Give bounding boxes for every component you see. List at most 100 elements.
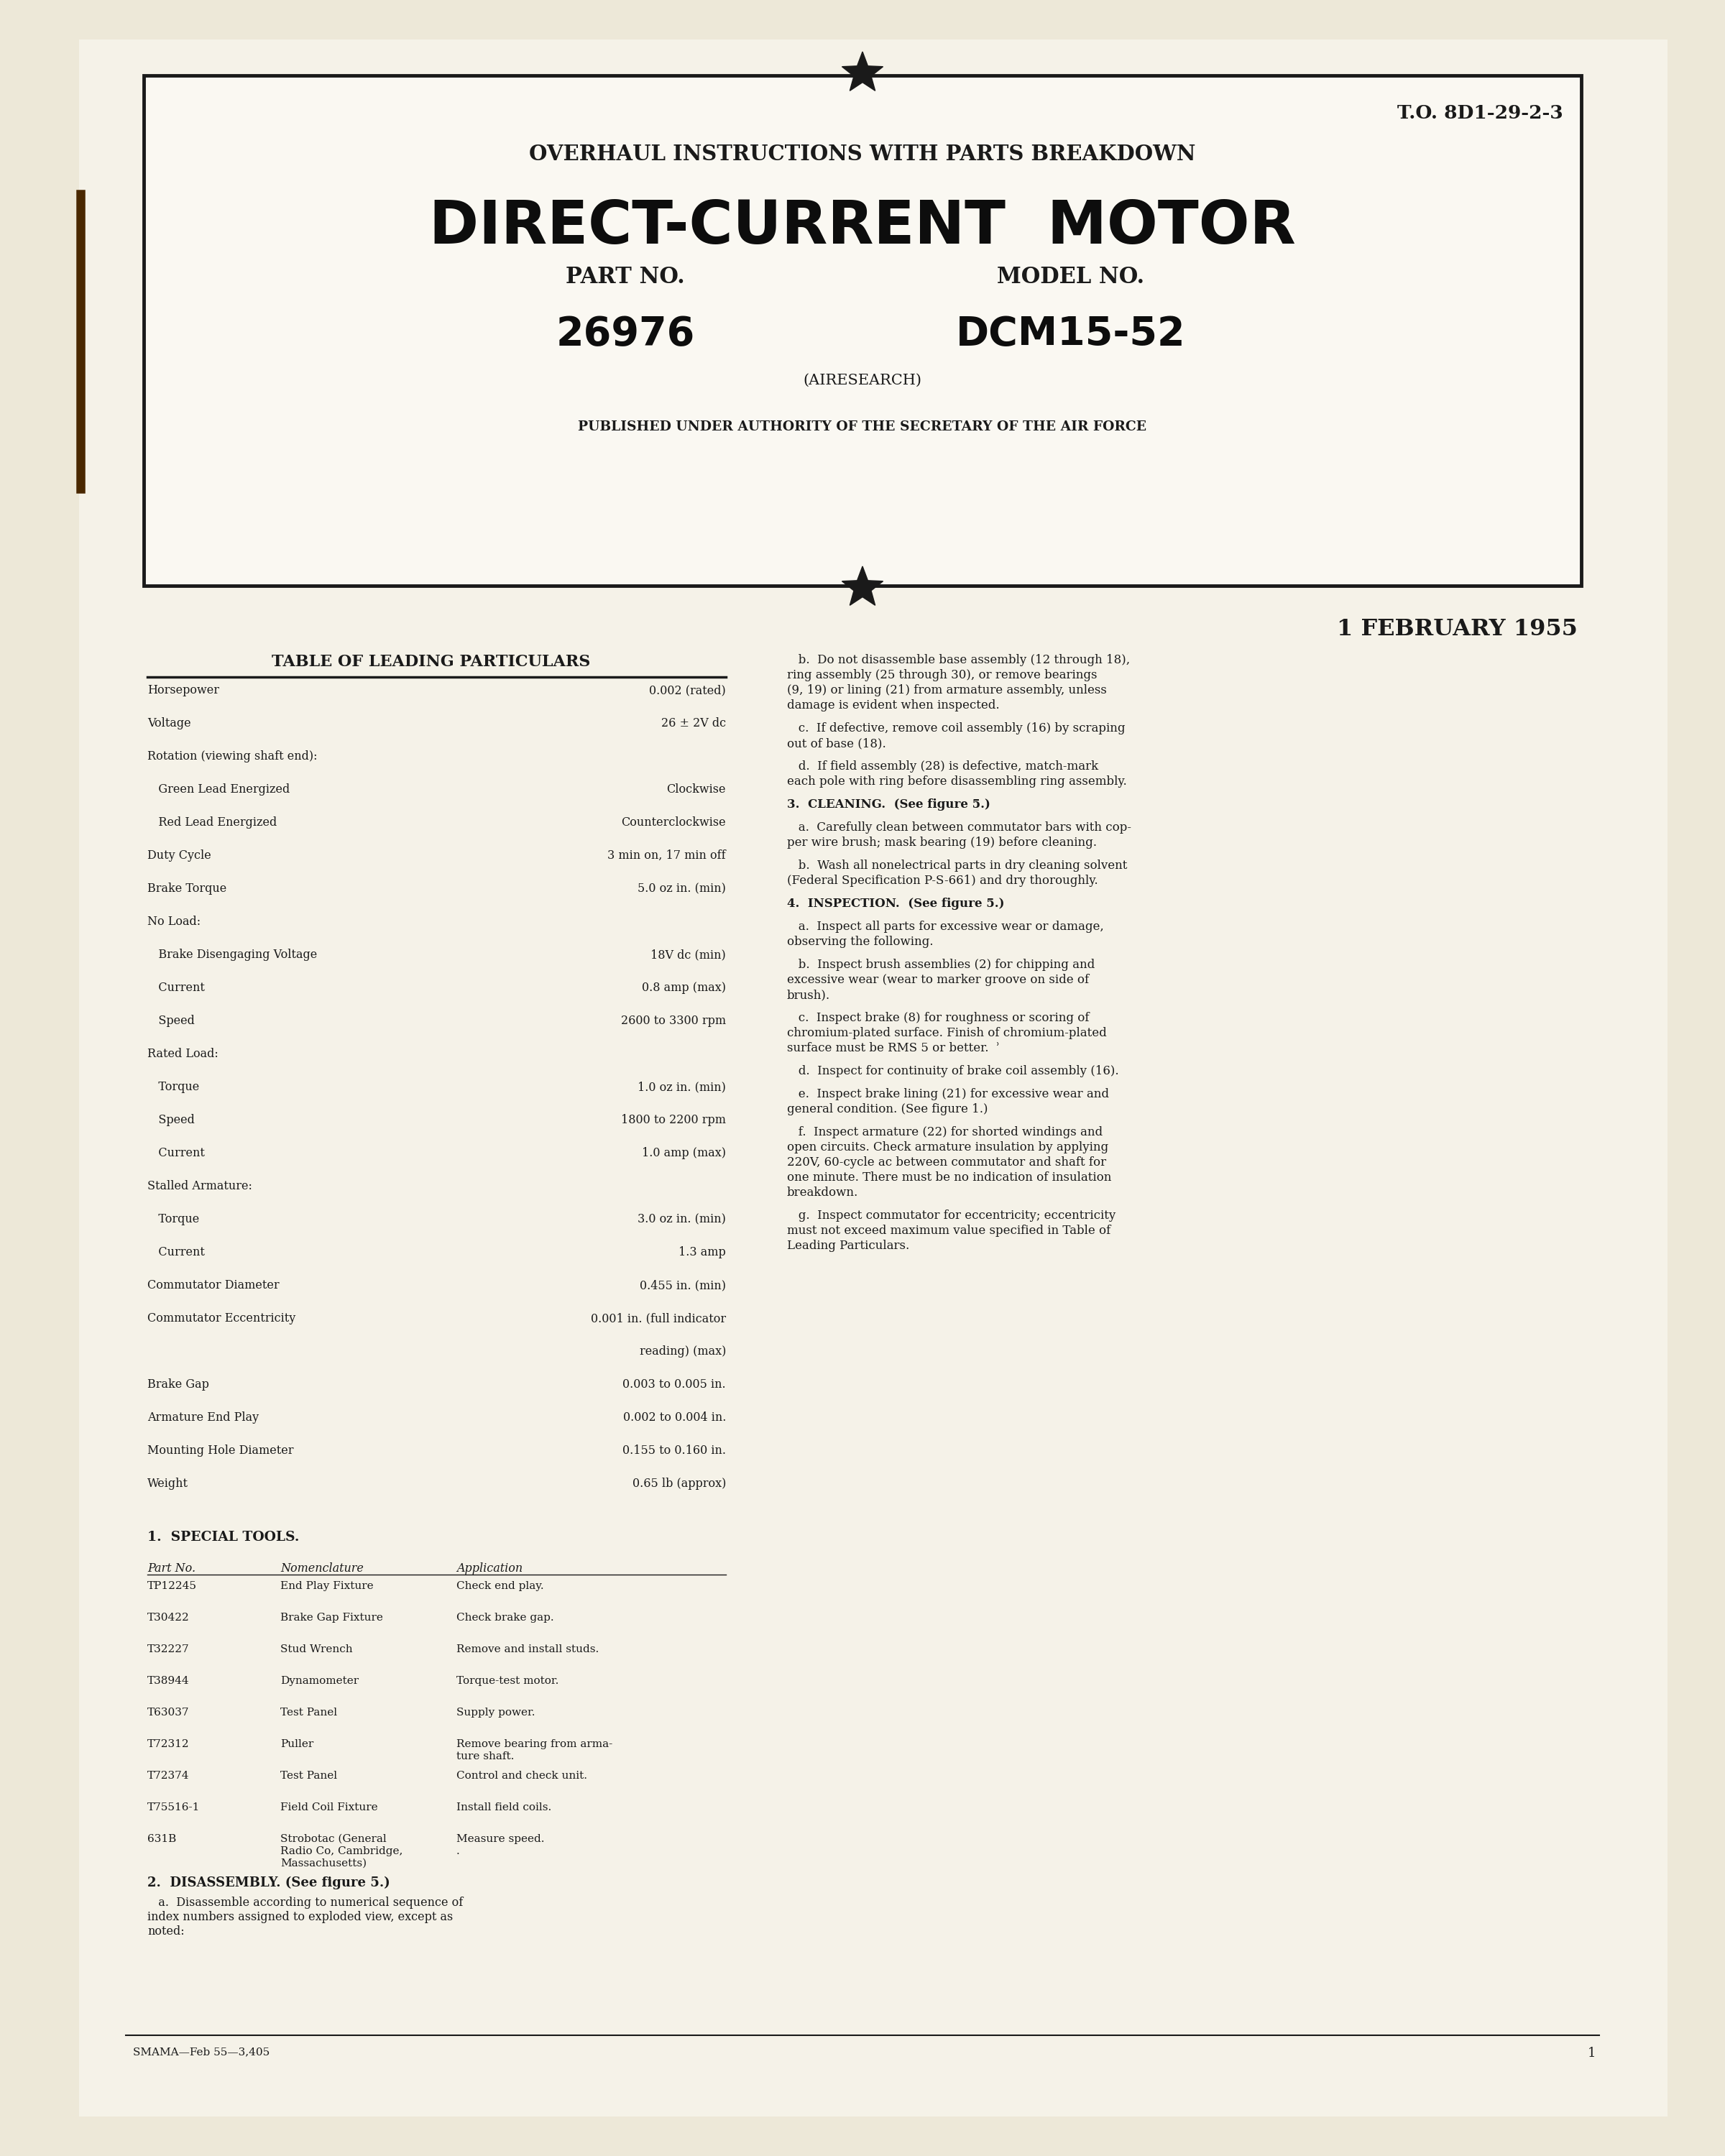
Text: Green Lead Energized: Green Lead Energized — [147, 783, 290, 796]
Text: Torque-test motor.: Torque-test motor. — [457, 1675, 559, 1686]
Text: No Load:: No Load: — [147, 916, 200, 927]
Text: T63037: T63037 — [147, 1708, 190, 1718]
Text: open circuits. Check armature insulation by applying: open circuits. Check armature insulation… — [787, 1141, 1109, 1153]
Text: 18V dc (min): 18V dc (min) — [650, 949, 726, 962]
Text: Current: Current — [147, 981, 205, 994]
Text: Radio Co, Cambridge,: Radio Co, Cambridge, — [279, 1846, 402, 1856]
Text: Check brake gap.: Check brake gap. — [457, 1613, 554, 1623]
Text: one minute. There must be no indication of insulation: one minute. There must be no indication … — [787, 1171, 1111, 1184]
Text: PUBLISHED UNDER AUTHORITY OF THE SECRETARY OF THE AIR FORCE: PUBLISHED UNDER AUTHORITY OF THE SECRETA… — [578, 420, 1147, 433]
Text: T30422: T30422 — [147, 1613, 190, 1623]
Text: 26 ± 2V dc: 26 ± 2V dc — [661, 718, 726, 729]
Polygon shape — [842, 52, 883, 91]
Text: T75516-1: T75516-1 — [147, 1802, 200, 1813]
Text: 1 FEBRUARY 1955: 1 FEBRUARY 1955 — [1337, 619, 1578, 640]
Text: Application: Application — [457, 1563, 523, 1574]
Text: ture shaft.: ture shaft. — [457, 1751, 514, 1761]
Text: a.  Carefully clean between commutator bars with cop-: a. Carefully clean between commutator ba… — [787, 821, 1132, 834]
Text: surface must be RMS 5 or better.  ʾ: surface must be RMS 5 or better. ʾ — [787, 1041, 1000, 1054]
Text: excessive wear (wear to marker groove on side of: excessive wear (wear to marker groove on… — [787, 975, 1088, 985]
Text: 0.003 to 0.005 in.: 0.003 to 0.005 in. — [623, 1378, 726, 1391]
Text: TP12245: TP12245 — [147, 1580, 197, 1591]
Text: 631B: 631B — [147, 1835, 176, 1843]
Text: T.O. 8D1-29-2-3: T.O. 8D1-29-2-3 — [1397, 103, 1563, 123]
Text: Measure speed.: Measure speed. — [457, 1835, 545, 1843]
Text: brush).: brush). — [787, 990, 830, 1000]
Text: End Play Fixture: End Play Fixture — [279, 1580, 374, 1591]
Text: index numbers assigned to exploded view, except as: index numbers assigned to exploded view,… — [147, 1910, 454, 1923]
Text: observing the following.: observing the following. — [787, 936, 933, 949]
Text: Dynamometer: Dynamometer — [279, 1675, 359, 1686]
Text: c.  If defective, remove coil assembly (16) by scraping: c. If defective, remove coil assembly (1… — [787, 722, 1125, 735]
Text: Massachusetts): Massachusetts) — [279, 1858, 367, 1869]
Text: a.  Disassemble according to numerical sequence of: a. Disassemble according to numerical se… — [147, 1897, 462, 1908]
Text: Field Coil Fixture: Field Coil Fixture — [279, 1802, 378, 1813]
Text: each pole with ring before disassembling ring assembly.: each pole with ring before disassembling… — [787, 776, 1126, 787]
Text: 3 min on, 17 min off: 3 min on, 17 min off — [607, 849, 726, 862]
Text: 2.  DISASSEMBLY. (See figure 5.): 2. DISASSEMBLY. (See figure 5.) — [147, 1876, 390, 1889]
Text: breakdown.: breakdown. — [787, 1186, 859, 1199]
Text: Voltage: Voltage — [147, 718, 191, 729]
Text: noted:: noted: — [147, 1925, 185, 1938]
Text: (AIRESEARCH): (AIRESEARCH) — [804, 373, 921, 388]
Text: Check end play.: Check end play. — [457, 1580, 543, 1591]
Text: Brake Torque: Brake Torque — [147, 882, 226, 895]
Text: 1800 to 2200 rpm: 1800 to 2200 rpm — [621, 1115, 726, 1125]
Text: 1.0 amp (max): 1.0 amp (max) — [642, 1147, 726, 1160]
Text: g.  Inspect commutator for eccentricity; eccentricity: g. Inspect commutator for eccentricity; … — [787, 1210, 1116, 1222]
Text: (9, 19) or lining (21) from armature assembly, unless: (9, 19) or lining (21) from armature ass… — [787, 683, 1107, 696]
Text: Puller: Puller — [279, 1740, 314, 1749]
Text: 3.  CLEANING.  (See figure 5.): 3. CLEANING. (See figure 5.) — [787, 798, 990, 811]
Text: 1.3 amp: 1.3 amp — [678, 1246, 726, 1259]
Text: Speed: Speed — [147, 1015, 195, 1026]
Text: Control and check unit.: Control and check unit. — [457, 1770, 586, 1781]
Text: Install field coils.: Install field coils. — [457, 1802, 552, 1813]
Text: 0.002 (rated): 0.002 (rated) — [649, 683, 726, 696]
Text: d.  If field assembly (28) is defective, match-mark: d. If field assembly (28) is defective, … — [787, 761, 1099, 772]
Text: 0.002 to 0.004 in.: 0.002 to 0.004 in. — [623, 1412, 726, 1423]
Text: general condition. (See figure 1.): general condition. (See figure 1.) — [787, 1104, 988, 1115]
Text: b.  Do not disassemble base assembly (12 through 18),: b. Do not disassemble base assembly (12 … — [787, 653, 1130, 666]
Text: ring assembly (25 through 30), or remove bearings: ring assembly (25 through 30), or remove… — [787, 668, 1097, 681]
Text: Brake Gap Fixture: Brake Gap Fixture — [279, 1613, 383, 1623]
Text: Duty Cycle: Duty Cycle — [147, 849, 210, 862]
Text: Brake Gap: Brake Gap — [147, 1378, 209, 1391]
Text: Rotation (viewing shaft end):: Rotation (viewing shaft end): — [147, 750, 317, 763]
Text: Torque: Torque — [147, 1214, 200, 1225]
Text: b.  Inspect brush assemblies (2) for chipping and: b. Inspect brush assemblies (2) for chip… — [787, 959, 1095, 970]
Text: MODEL NO.: MODEL NO. — [997, 265, 1145, 289]
Text: SMAMA—Feb 55—3,405: SMAMA—Feb 55—3,405 — [133, 2046, 269, 2057]
Text: Mounting Hole Diameter: Mounting Hole Diameter — [147, 1445, 293, 1457]
Text: Supply power.: Supply power. — [457, 1708, 535, 1718]
Text: b.  Wash all nonelectrical parts in dry cleaning solvent: b. Wash all nonelectrical parts in dry c… — [787, 860, 1126, 871]
Text: Test Panel: Test Panel — [279, 1708, 336, 1718]
Text: T32227: T32227 — [147, 1645, 190, 1654]
Text: Clockwise: Clockwise — [666, 783, 726, 796]
Text: Rated Load:: Rated Load: — [147, 1048, 219, 1061]
Text: damage is evident when inspected.: damage is evident when inspected. — [787, 699, 999, 711]
Text: Armature End Play: Armature End Play — [147, 1412, 259, 1423]
Text: DIRECT-CURRENT  MOTOR: DIRECT-CURRENT MOTOR — [430, 198, 1295, 257]
Text: (Federal Specification P-S-661) and dry thoroughly.: (Federal Specification P-S-661) and dry … — [787, 875, 1099, 886]
Text: 4.  INSPECTION.  (See figure 5.): 4. INSPECTION. (See figure 5.) — [787, 897, 1004, 910]
Text: T72312: T72312 — [147, 1740, 190, 1749]
Text: T72374: T72374 — [147, 1770, 190, 1781]
Text: Part No.: Part No. — [147, 1563, 195, 1574]
Text: Red Lead Energized: Red Lead Energized — [147, 817, 278, 828]
Text: Stud Wrench: Stud Wrench — [279, 1645, 352, 1654]
Text: DCM15-52: DCM15-52 — [956, 315, 1185, 354]
Text: f.  Inspect armature (22) for shorted windings and: f. Inspect armature (22) for shorted win… — [787, 1125, 1102, 1138]
Bar — [143, 75, 1582, 586]
Text: Remove bearing from arma-: Remove bearing from arma- — [457, 1740, 612, 1749]
Text: reading) (max): reading) (max) — [640, 1345, 726, 1358]
Text: 26976: 26976 — [555, 315, 695, 354]
Text: Counterclockwise: Counterclockwise — [621, 817, 726, 828]
Text: 0.8 amp (max): 0.8 amp (max) — [642, 981, 726, 994]
Text: Speed: Speed — [147, 1115, 195, 1125]
Text: .: . — [457, 1846, 461, 1856]
Text: c.  Inspect brake (8) for roughness or scoring of: c. Inspect brake (8) for roughness or sc… — [787, 1011, 1088, 1024]
Text: 220V, 60-cycle ac between commutator and shaft for: 220V, 60-cycle ac between commutator and… — [787, 1156, 1106, 1169]
Text: out of base (18).: out of base (18). — [787, 737, 887, 750]
Text: Brake Disengaging Voltage: Brake Disengaging Voltage — [147, 949, 317, 962]
Text: Weight: Weight — [147, 1477, 188, 1490]
